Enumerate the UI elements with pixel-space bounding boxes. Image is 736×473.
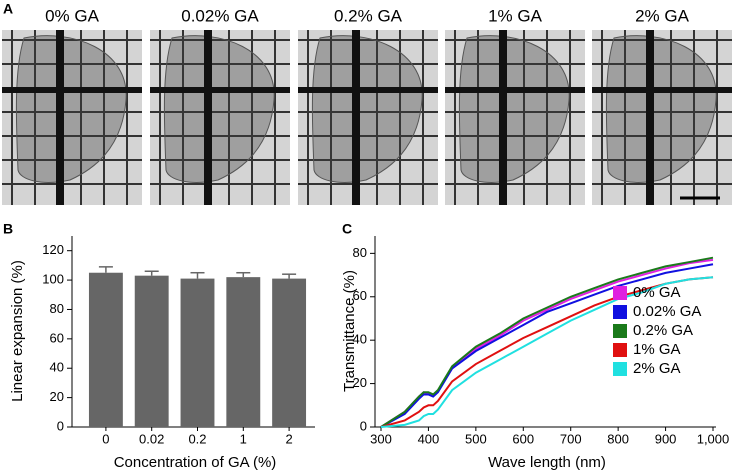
tissue-section — [605, 35, 717, 183]
x-tick-label: 300 — [370, 431, 392, 446]
image-background — [150, 30, 290, 205]
x-tick-label: 0.02 — [139, 431, 164, 446]
y-tick-label: 60 — [353, 288, 367, 303]
legend-swatch — [613, 324, 627, 338]
y-tick-label: 120 — [42, 242, 64, 257]
y-axis-label: Transmittance (%) — [341, 270, 358, 392]
x-tick-label: 500 — [465, 431, 487, 446]
y-tick-label: 0 — [57, 418, 64, 433]
line-series — [380, 256, 714, 428]
tissue-section — [15, 35, 127, 183]
line-series — [380, 276, 714, 428]
x-tick-label: 600 — [512, 431, 534, 446]
image-title: 0% GA — [45, 6, 100, 25]
image-title: 0.2% GA — [334, 6, 403, 25]
y-tick-label: 20 — [353, 375, 367, 390]
image-title: 0.02% GA — [181, 6, 259, 25]
x-tick-label: 1,000 — [697, 431, 730, 446]
x-tick-label: 0.2 — [188, 431, 206, 446]
legend-label: 0% GA — [633, 284, 681, 301]
y-tick-label: 40 — [353, 332, 367, 347]
bar — [88, 272, 123, 427]
panel-label: A — [3, 1, 13, 17]
legend-swatch — [613, 305, 627, 319]
x-tick-label: 0 — [102, 431, 109, 446]
y-tick-label: 0 — [360, 418, 367, 433]
x-tick-label: 800 — [607, 431, 629, 446]
x-tick-label: 700 — [560, 431, 582, 446]
y-tick-label: 20 — [50, 389, 64, 404]
image-background — [298, 30, 438, 205]
x-tick-label: 1 — [240, 431, 247, 446]
x-tick-label: 400 — [418, 431, 440, 446]
x-tick-label: 2 — [285, 431, 292, 446]
line-series — [380, 276, 714, 428]
image-background — [445, 30, 585, 205]
tissue-section — [458, 35, 570, 183]
image-background — [2, 30, 142, 205]
bar — [226, 277, 261, 427]
legend-swatch — [613, 343, 627, 357]
x-tick-label: 900 — [655, 431, 677, 446]
tissue-section — [163, 35, 275, 183]
bar — [180, 278, 215, 427]
legend-swatch — [613, 286, 627, 300]
panel-label: B — [3, 221, 13, 237]
image-title: 1% GA — [488, 6, 543, 25]
y-tick-label: 60 — [50, 330, 64, 345]
x-axis-label: Wave length (nm) — [488, 454, 606, 471]
x-axis-label: Concentration of GA (%) — [114, 454, 277, 471]
line-series — [380, 263, 714, 428]
tissue-section — [311, 35, 423, 183]
y-tick-label: 80 — [353, 245, 367, 260]
legend-label: 2% GA — [633, 360, 681, 377]
y-axis-label: Linear expansion (%) — [9, 260, 26, 402]
bar — [272, 278, 307, 427]
y-tick-label: 100 — [42, 272, 64, 287]
legend-swatch — [613, 362, 627, 376]
panel-label: C — [342, 221, 352, 237]
legend-label: 0.02% GA — [633, 303, 701, 320]
legend-label: 1% GA — [633, 341, 681, 358]
y-tick-label: 80 — [50, 301, 64, 316]
y-tick-label: 40 — [50, 360, 64, 375]
image-background — [592, 30, 732, 205]
bar — [134, 275, 169, 427]
image-title: 2% GA — [635, 6, 690, 25]
legend-label: 0.2% GA — [633, 322, 693, 339]
